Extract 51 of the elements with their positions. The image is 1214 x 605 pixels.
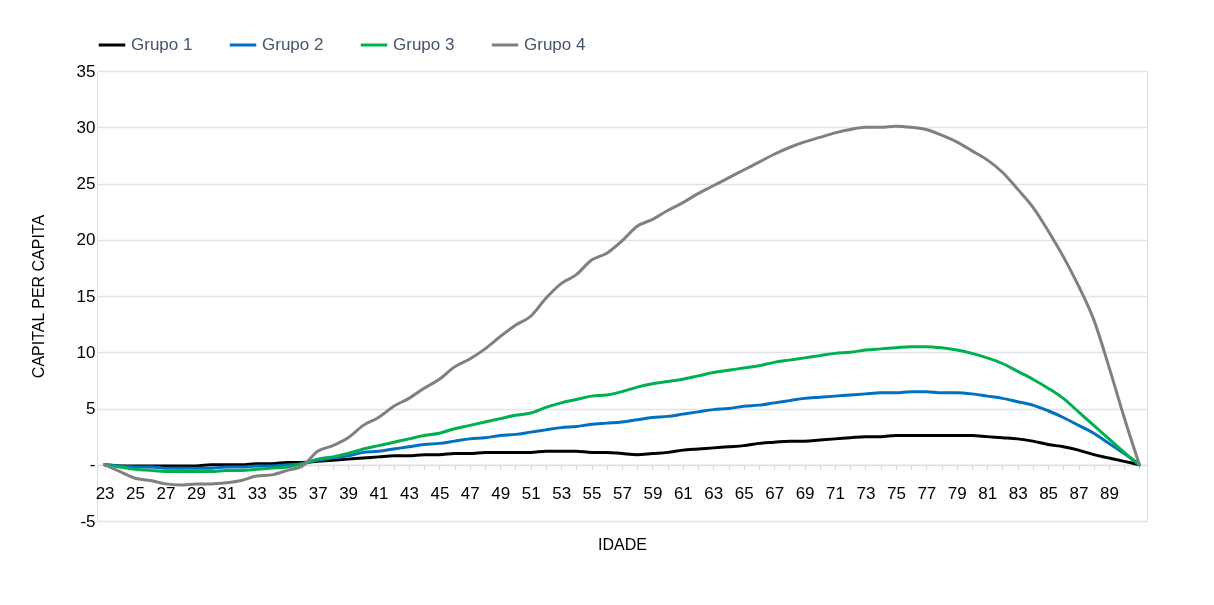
legend-label: Grupo 3 — [393, 35, 455, 54]
x-tick-label: 27 — [156, 484, 176, 504]
x-tick-label: 69 — [795, 484, 815, 504]
y-tick-label: 35 — [76, 61, 96, 81]
x-tick-label: 75 — [886, 484, 906, 504]
x-tick-label: 51 — [521, 484, 541, 504]
x-tick-label: 37 — [308, 484, 328, 504]
y-tick-label: 20 — [76, 230, 96, 250]
x-tick-label: 65 — [734, 484, 754, 504]
x-tick-label: 45 — [430, 484, 450, 504]
legend-label: Grupo 1 — [131, 35, 193, 54]
x-tick-label: 89 — [1100, 484, 1119, 504]
y-axis-title: CAPITAL PER CAPITA — [29, 214, 47, 379]
legend-label: Grupo 2 — [262, 35, 324, 54]
x-axis-title: IDADE — [598, 535, 647, 553]
y-tick-label: 10 — [76, 342, 96, 362]
legend-label: Grupo 4 — [524, 35, 586, 54]
y-tick-label: - — [89, 455, 96, 475]
x-tick-label: 63 — [704, 484, 724, 504]
y-tick-label: 15 — [76, 286, 96, 306]
y-tick-label: 25 — [76, 174, 96, 193]
x-tick-label: 41 — [369, 484, 389, 504]
x-tick-label: 33 — [247, 484, 267, 504]
x-tick-label: 29 — [186, 484, 206, 504]
x-tick-label: 31 — [217, 484, 237, 504]
x-tick-label: 55 — [582, 484, 602, 504]
x-tick-label: 73 — [856, 484, 876, 504]
x-tick-label: 57 — [613, 484, 632, 504]
x-tick-label: 47 — [460, 484, 480, 504]
line-series — [103, 345, 1141, 473]
x-tick-label: 23 — [95, 484, 115, 504]
x-tick-label: 71 — [826, 484, 845, 504]
x-tick-label: 79 — [947, 484, 967, 504]
x-tick-label: 43 — [400, 484, 419, 504]
x-tick-label: 39 — [339, 484, 359, 504]
x-tick-label: 61 — [673, 484, 693, 504]
x-tick-label: 77 — [917, 484, 937, 504]
x-tick-label: 87 — [1069, 484, 1089, 504]
x-tick-label: 67 — [765, 484, 785, 504]
y-tick-label: 5 — [86, 399, 96, 418]
y-tick-label: 30 — [76, 117, 96, 137]
x-tick-label: 85 — [1039, 484, 1059, 504]
x-tick-label: 25 — [126, 484, 145, 504]
x-tick-label: 49 — [491, 484, 511, 504]
x-tick-label: 83 — [1008, 484, 1028, 504]
x-tick-label: 81 — [978, 484, 998, 504]
y-tick-label: -5 — [80, 511, 96, 531]
x-tick-label: 35 — [278, 484, 298, 504]
x-tick-label: 53 — [552, 484, 572, 504]
line-series — [103, 124, 1141, 487]
x-tick-label: 59 — [643, 484, 663, 504]
